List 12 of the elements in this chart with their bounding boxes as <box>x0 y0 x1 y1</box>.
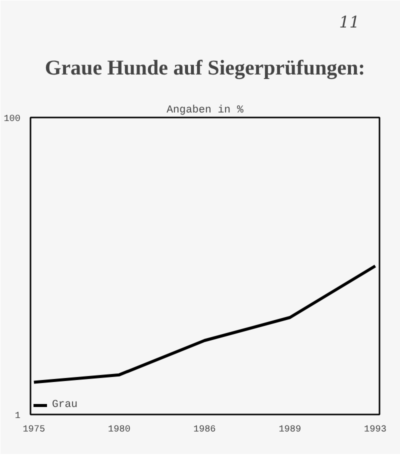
legend-label: Grau <box>52 399 78 411</box>
y-tick-label: 100 <box>4 113 21 124</box>
x-tick-label: 1986 <box>193 424 216 434</box>
x-tick-label: 1975 <box>22 424 46 434</box>
text: 11 <box>339 12 360 32</box>
x-tick-label: 1980 <box>108 424 131 434</box>
x-tick-label: 1989 <box>278 424 302 434</box>
line-series <box>32 264 377 384</box>
chart-title: Graue Hunde auf Siegerprüfungen: <box>44 56 366 80</box>
x-tick-label: 1993 <box>364 424 386 434</box>
y-tick-label: 1 <box>14 410 21 421</box>
chart-subtitle: Angaben in % <box>166 104 244 116</box>
